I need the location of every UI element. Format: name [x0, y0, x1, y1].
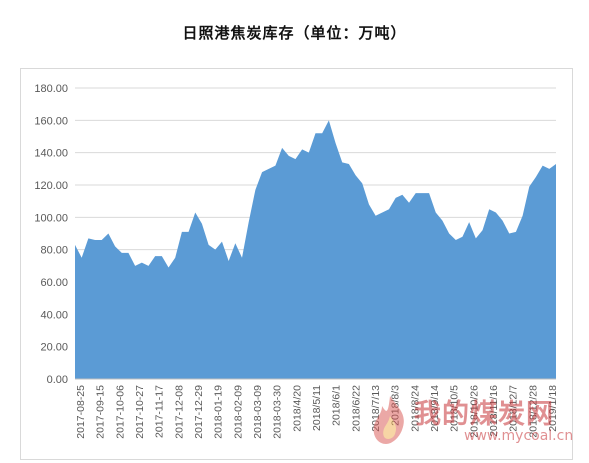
x-tick-label: 2017-11-17 — [154, 385, 166, 438]
x-tick-label: 2018/6/1 — [331, 385, 343, 426]
x-tick-label: 2018/12/28 — [527, 385, 539, 438]
series-area — [75, 120, 556, 379]
x-tick-label: 2018-03-30 — [272, 385, 284, 439]
chart-title: 日照港焦炭库存（单位：万吨） — [182, 24, 407, 42]
watermark-url: www.mycoal.cn — [464, 428, 574, 444]
y-tick-label: 140.00 — [34, 148, 68, 160]
x-tick-label: 2018/5/11 — [311, 385, 323, 431]
x-tick-label: 2018-01-19 — [213, 385, 225, 439]
x-tick-label: 2017-12-29 — [193, 385, 205, 439]
y-tick-label: 60.00 — [40, 277, 68, 289]
x-tick-label: 2017-09-15 — [95, 385, 107, 439]
x-tick-label: 2018/10/26 — [468, 385, 480, 438]
watermark-flame-logo — [373, 396, 404, 444]
y-tick-label: 100.00 — [34, 212, 68, 224]
y-tick-label: 0.00 — [47, 374, 68, 386]
x-tick-label: 2018/8/24 — [409, 385, 421, 432]
y-tick-labels: 0.00 20.00 40.00 60.00 80.00 100.00 120.00 140.… — [34, 83, 68, 386]
y-tick-label: 80.00 — [40, 245, 68, 257]
y-tick-label: 40.00 — [40, 309, 68, 321]
x-tick-label: 2018-03-09 — [252, 385, 264, 439]
x-tick-label: 2018/10/5 — [449, 385, 461, 432]
x-tick-label: 2017-08-25 — [75, 385, 87, 439]
y-tick-label: 20.00 — [40, 342, 68, 354]
x-tick-label: 2019/1/18 — [547, 385, 559, 432]
x-tick-label: 2018/9/14 — [429, 385, 441, 432]
x-tick-label: 2018/12/7 — [508, 385, 520, 432]
y-tick-label: 160.00 — [34, 115, 68, 127]
watermark-text: 我的煤炭网 — [414, 399, 554, 430]
series-area-fill — [75, 120, 556, 379]
x-tick-label: 2018/4/20 — [291, 385, 303, 432]
x-tick-label: 2017-10-27 — [134, 385, 146, 439]
x-tick-label: 2017-12-08 — [173, 385, 185, 439]
x-tick-label: 2017-10-06 — [114, 385, 126, 439]
x-tick-labels: 2017-08-25 2017-09-15 2017-10-06 2017-10-27… — [75, 385, 559, 439]
y-tick-label: 120.00 — [34, 180, 68, 192]
x-tick-label: 2018/11/16 — [488, 385, 500, 437]
y-tick-label: 180.00 — [34, 83, 68, 95]
watermark: 我的煤炭网 www.mycoal.cn — [366, 392, 576, 458]
x-tick-label: 2018-02-09 — [232, 385, 244, 439]
x-tick-label: 2018/6/22 — [350, 385, 362, 432]
chart-border — [20, 68, 573, 460]
